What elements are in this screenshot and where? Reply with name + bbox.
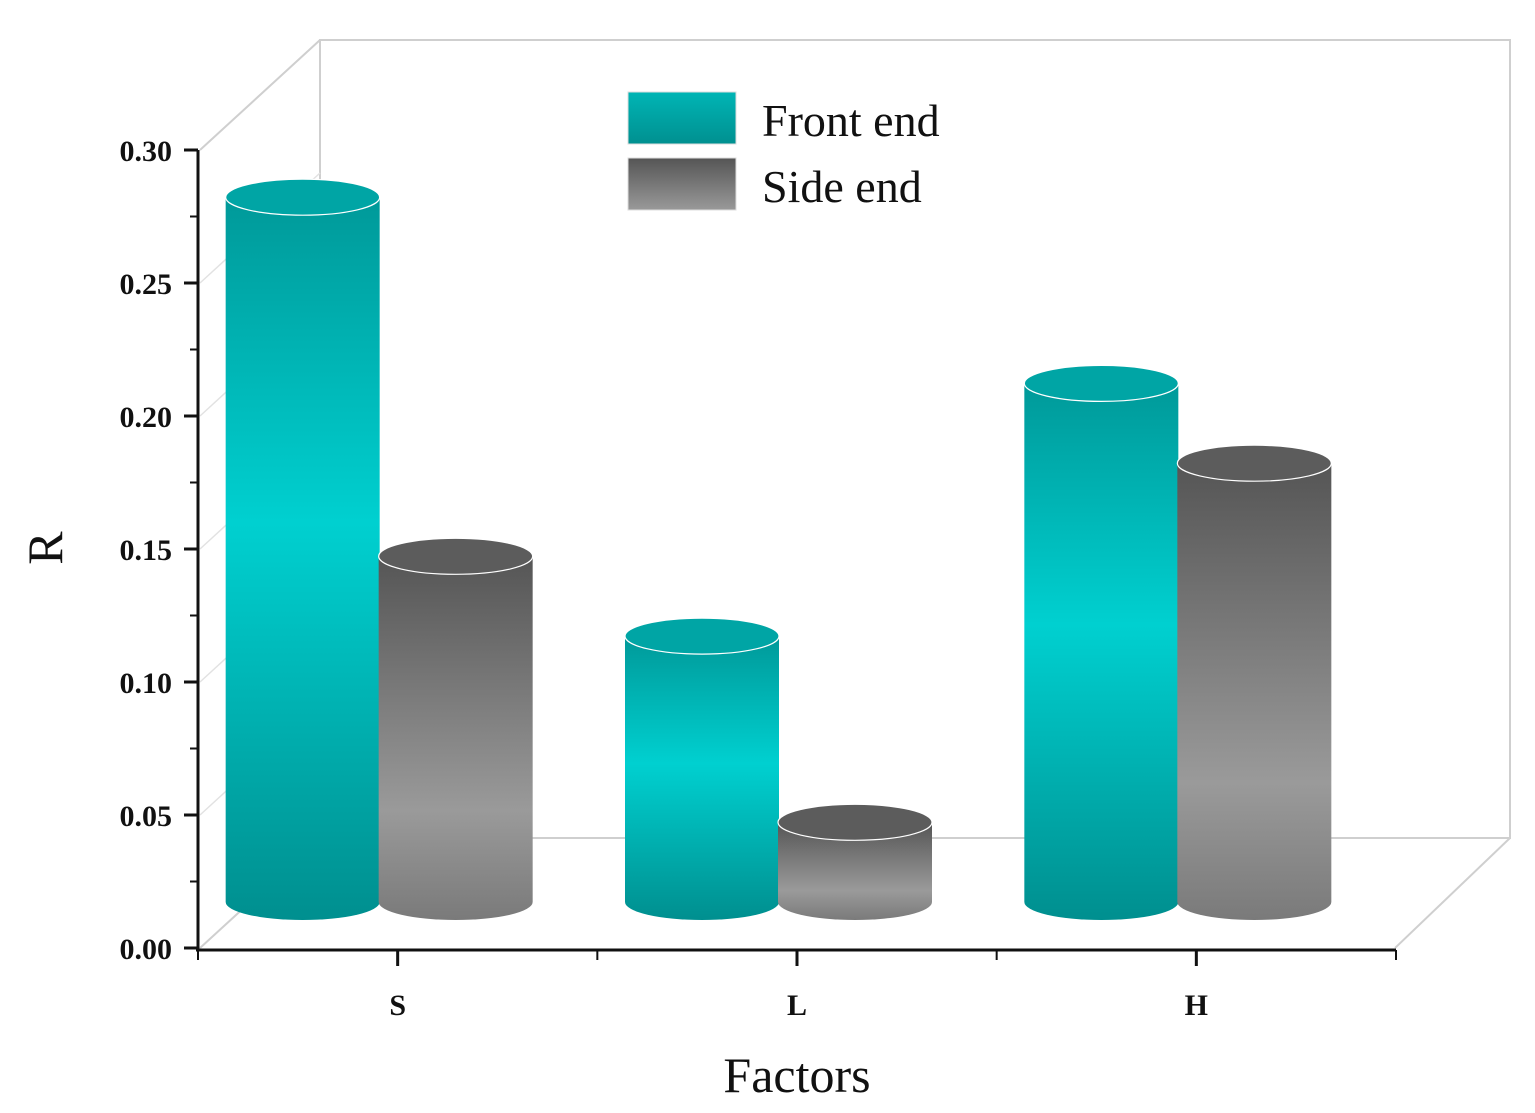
y-axis-title: R [17,531,73,565]
cylinder-top [1023,364,1179,402]
x-tick-label: L [787,989,807,1022]
legend-label-front-end: Front end [762,95,940,146]
bars [225,178,1332,920]
bar-L-front-end [624,617,780,920]
y-axis-ticks: 0.00 0.05 0.10 0.15 0.20 0.25 0.30 [120,135,198,966]
y-tick-label: 0.25 [120,268,173,301]
cylinder-body [1024,383,1179,920]
bar-H-side-end [1176,444,1332,920]
bar-S-side-end [378,537,534,920]
legend-swatch-front-end [627,91,737,145]
legend: Front end Side end [627,91,940,212]
cylinder-top [225,178,381,216]
y-tick-label: 0.00 [120,933,173,966]
y-tick-label: 0.15 [120,534,173,567]
x-tick-label: H [1185,989,1208,1022]
cylinder-body [225,197,380,920]
cylinder-body [1177,463,1332,920]
x-tick-label: S [389,989,406,1022]
bar-L-side-end [777,803,933,920]
cylinder-body [778,822,932,920]
x-axis-title: Factors [723,1047,870,1103]
cylinder-body [625,636,779,920]
y-tick-label: 0.05 [120,800,173,833]
y-tick-label: 0.30 [120,135,173,168]
legend-label-side-end: Side end [762,161,922,212]
cylinder-body [378,556,533,920]
legend-swatch-side-end [627,157,737,211]
y-tick-label: 0.10 [120,667,173,700]
cylinder-top [1176,444,1332,482]
cylinder-top [378,537,534,575]
bar-H-front-end [1023,364,1179,920]
cylinder-top [624,617,780,655]
bar-S-front-end [225,178,381,920]
cylinder-top [777,803,933,841]
y-tick-label: 0.20 [120,401,173,434]
